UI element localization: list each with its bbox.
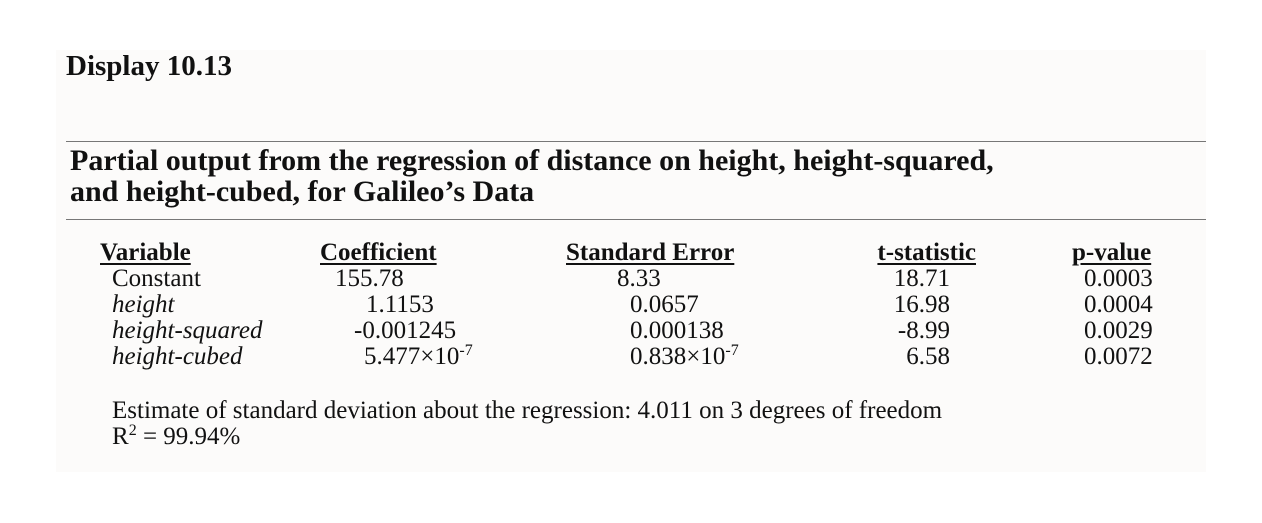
p-value-header: p-value — [1072, 239, 1152, 266]
coefficient-base: 5.477×10 — [364, 343, 460, 370]
bottom-rule — [66, 219, 1206, 220]
caption-line-2: and height-cubed, for Galileo’s Data — [70, 175, 535, 208]
t-statistic-header: t-statistic — [877, 239, 976, 266]
std-error-cell: 8.33 — [617, 265, 661, 292]
std-error-cell: 0.838×10-7 — [566, 342, 739, 370]
variable-cell: height-squared — [112, 317, 263, 344]
coefficient-cell: 155.78 — [335, 265, 404, 292]
r-squared-label: R — [112, 423, 129, 450]
output-panel — [56, 50, 1206, 472]
regression-summary: Estimate of standard deviation about the… — [112, 398, 942, 450]
std-error-base: 0.838×10 — [630, 343, 726, 370]
variable-header: Variable — [100, 239, 191, 266]
coefficient-exponent: -7 — [459, 342, 473, 359]
p-value-cell: 0.0003 — [1084, 265, 1153, 292]
t-statistic-column: t-statistic 18.71 16.98 -8.99 6.58 — [858, 240, 976, 370]
r-squared-value: = 99.94% — [136, 423, 241, 450]
coefficient-cell: 5.477×10-7 — [320, 342, 473, 370]
coefficient-column: Coefficient 155.78 1.1153 -0.001245 5.47… — [320, 240, 473, 370]
r-squared-exponent: 2 — [128, 422, 137, 439]
variable-column: Variable Constant height height-squared … — [100, 240, 262, 370]
std-error-cell: 0.000138 — [630, 317, 724, 344]
coefficient-header: Coefficient — [320, 239, 437, 266]
p-value-cell: 0.0029 — [1084, 317, 1153, 344]
caption-line-1: Partial output from the regression of di… — [70, 144, 994, 177]
r-squared: R2 = 99.94% — [112, 422, 942, 450]
t-statistic-cell: 16.98 — [893, 291, 950, 318]
display-title: Display 10.13 — [66, 50, 232, 82]
top-rule — [66, 141, 1206, 142]
std-deviation-estimate: Estimate of standard deviation about the… — [112, 397, 943, 424]
t-statistic-cell: -8.99 — [897, 317, 950, 344]
variable-cell: Constant — [112, 265, 201, 292]
p-value-cell: 0.0072 — [1084, 343, 1153, 370]
coefficient-cell: 1.1153 — [366, 291, 434, 318]
t-statistic-cell: 18.71 — [893, 265, 950, 292]
std-error-cell: 0.0657 — [630, 291, 699, 318]
coefficient-cell: -0.001245 — [354, 317, 457, 344]
t-statistic-cell: 6.58 — [906, 343, 950, 370]
variable-cell: height — [112, 291, 175, 318]
std-error-exponent: -7 — [725, 342, 739, 359]
caption: Partial output from the regression of di… — [70, 145, 1190, 207]
std-error-header: Standard Error — [566, 239, 735, 266]
std-error-column: Standard Error 8.33 0.0657 0.000138 0.83… — [566, 240, 739, 370]
p-value-cell: 0.0004 — [1084, 291, 1153, 318]
variable-cell: height-cubed — [112, 343, 243, 370]
p-value-column: p-value 0.0003 0.0004 0.0029 0.0072 — [1072, 240, 1153, 370]
